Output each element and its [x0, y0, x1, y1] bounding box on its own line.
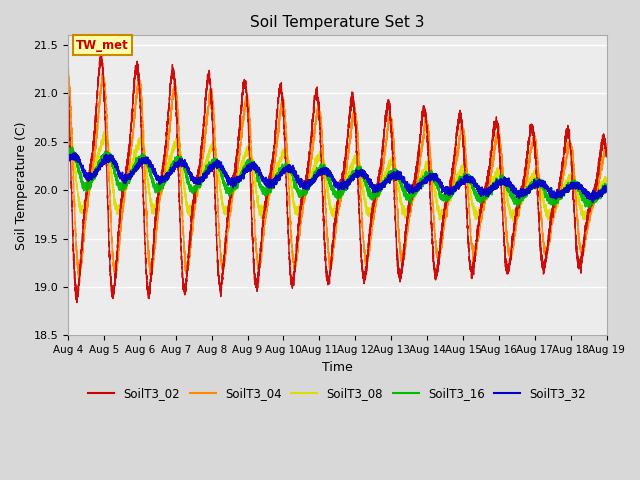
Title: Soil Temperature Set 3: Soil Temperature Set 3 — [250, 15, 424, 30]
Y-axis label: Soil Temperature (C): Soil Temperature (C) — [15, 121, 28, 250]
Legend: SoilT3_02, SoilT3_04, SoilT3_08, SoilT3_16, SoilT3_32: SoilT3_02, SoilT3_04, SoilT3_08, SoilT3_… — [84, 382, 591, 404]
X-axis label: Time: Time — [322, 360, 353, 373]
Text: TW_met: TW_met — [76, 39, 129, 52]
